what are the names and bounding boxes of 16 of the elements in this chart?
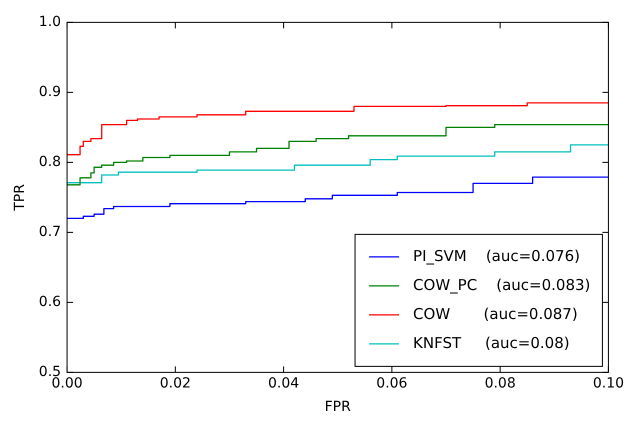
y-tick-label: 0.8 [38, 154, 62, 170]
y-tick-label: 0.9 [38, 84, 62, 100]
x-tick-label: 0.10 [592, 375, 624, 392]
legend-label: PI_SVM (auc=0.076) [413, 246, 580, 265]
x-tick-label: 0.02 [160, 375, 191, 392]
x-tick-label: 0.06 [376, 375, 408, 392]
x-tick-label: 0.04 [268, 375, 300, 392]
y-tick-label: 0.7 [38, 224, 62, 240]
x-tick-label: 0.08 [484, 375, 516, 392]
legend-label: COW (auc=0.087) [413, 304, 578, 323]
y-axis-title: TPR [12, 184, 28, 212]
legend-label: KNFST (auc=0.08) [413, 334, 570, 352]
y-tick-label: 1.0 [38, 14, 62, 30]
y-tick-label: 0.6 [38, 294, 62, 310]
legend-label: COW_PC (auc=0.083) [413, 276, 590, 294]
x-axis-title: FPR [324, 399, 352, 416]
